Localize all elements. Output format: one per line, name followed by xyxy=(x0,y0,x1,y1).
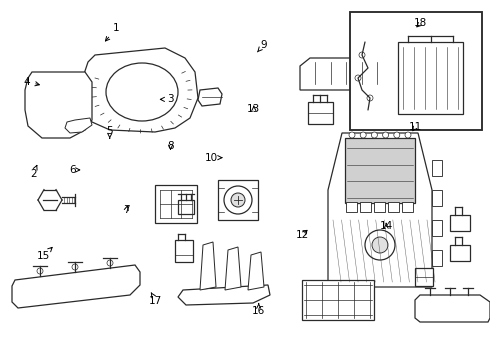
Polygon shape xyxy=(200,242,216,290)
Circle shape xyxy=(383,132,389,138)
Text: 8: 8 xyxy=(167,141,174,151)
Text: 2: 2 xyxy=(30,165,37,179)
Circle shape xyxy=(360,132,366,138)
Bar xyxy=(450,245,470,261)
Bar xyxy=(415,268,433,286)
Circle shape xyxy=(224,186,252,214)
Bar xyxy=(432,250,442,266)
Text: 1: 1 xyxy=(105,23,120,41)
Text: 6: 6 xyxy=(69,165,80,175)
Circle shape xyxy=(231,193,245,207)
Bar xyxy=(345,138,415,203)
Text: 5: 5 xyxy=(106,126,113,139)
Circle shape xyxy=(367,95,373,101)
Bar xyxy=(432,160,442,176)
Text: 11: 11 xyxy=(409,122,422,132)
Bar xyxy=(398,42,463,114)
Text: 13: 13 xyxy=(247,104,261,114)
Text: 16: 16 xyxy=(252,303,266,316)
Text: 12: 12 xyxy=(296,230,310,240)
Text: 18: 18 xyxy=(414,18,427,28)
Circle shape xyxy=(365,230,395,260)
Text: 7: 7 xyxy=(123,204,130,215)
Polygon shape xyxy=(82,48,198,132)
Text: 14: 14 xyxy=(379,221,393,231)
Circle shape xyxy=(359,52,365,58)
Bar xyxy=(175,240,193,262)
Ellipse shape xyxy=(106,63,178,121)
Text: 10: 10 xyxy=(205,153,222,163)
Polygon shape xyxy=(25,72,92,138)
Bar xyxy=(178,200,194,214)
Circle shape xyxy=(355,75,361,81)
Bar xyxy=(350,12,482,130)
Polygon shape xyxy=(225,247,241,290)
Circle shape xyxy=(394,132,400,138)
Polygon shape xyxy=(12,265,140,308)
Bar xyxy=(432,190,442,206)
Polygon shape xyxy=(65,118,92,133)
Polygon shape xyxy=(198,88,222,106)
Bar xyxy=(218,180,258,220)
Text: 15: 15 xyxy=(36,247,52,261)
Bar xyxy=(374,202,385,212)
Bar xyxy=(432,220,442,236)
Polygon shape xyxy=(178,285,270,305)
Polygon shape xyxy=(248,252,264,290)
Polygon shape xyxy=(300,58,385,90)
Bar xyxy=(450,215,470,231)
Bar xyxy=(346,202,357,212)
Text: 3: 3 xyxy=(160,94,174,104)
Circle shape xyxy=(371,132,377,138)
Bar xyxy=(308,102,333,124)
Circle shape xyxy=(405,132,411,138)
Circle shape xyxy=(349,132,355,138)
Polygon shape xyxy=(415,295,490,322)
Polygon shape xyxy=(328,133,432,287)
Circle shape xyxy=(372,237,388,253)
Bar xyxy=(360,202,371,212)
Bar xyxy=(155,185,197,223)
Bar xyxy=(388,202,399,212)
Bar xyxy=(402,202,413,212)
Circle shape xyxy=(107,260,113,266)
Text: 17: 17 xyxy=(149,293,163,306)
Text: 9: 9 xyxy=(258,40,267,52)
Circle shape xyxy=(72,264,78,270)
Text: 4: 4 xyxy=(24,77,39,87)
Circle shape xyxy=(37,268,43,274)
Bar xyxy=(302,280,374,320)
